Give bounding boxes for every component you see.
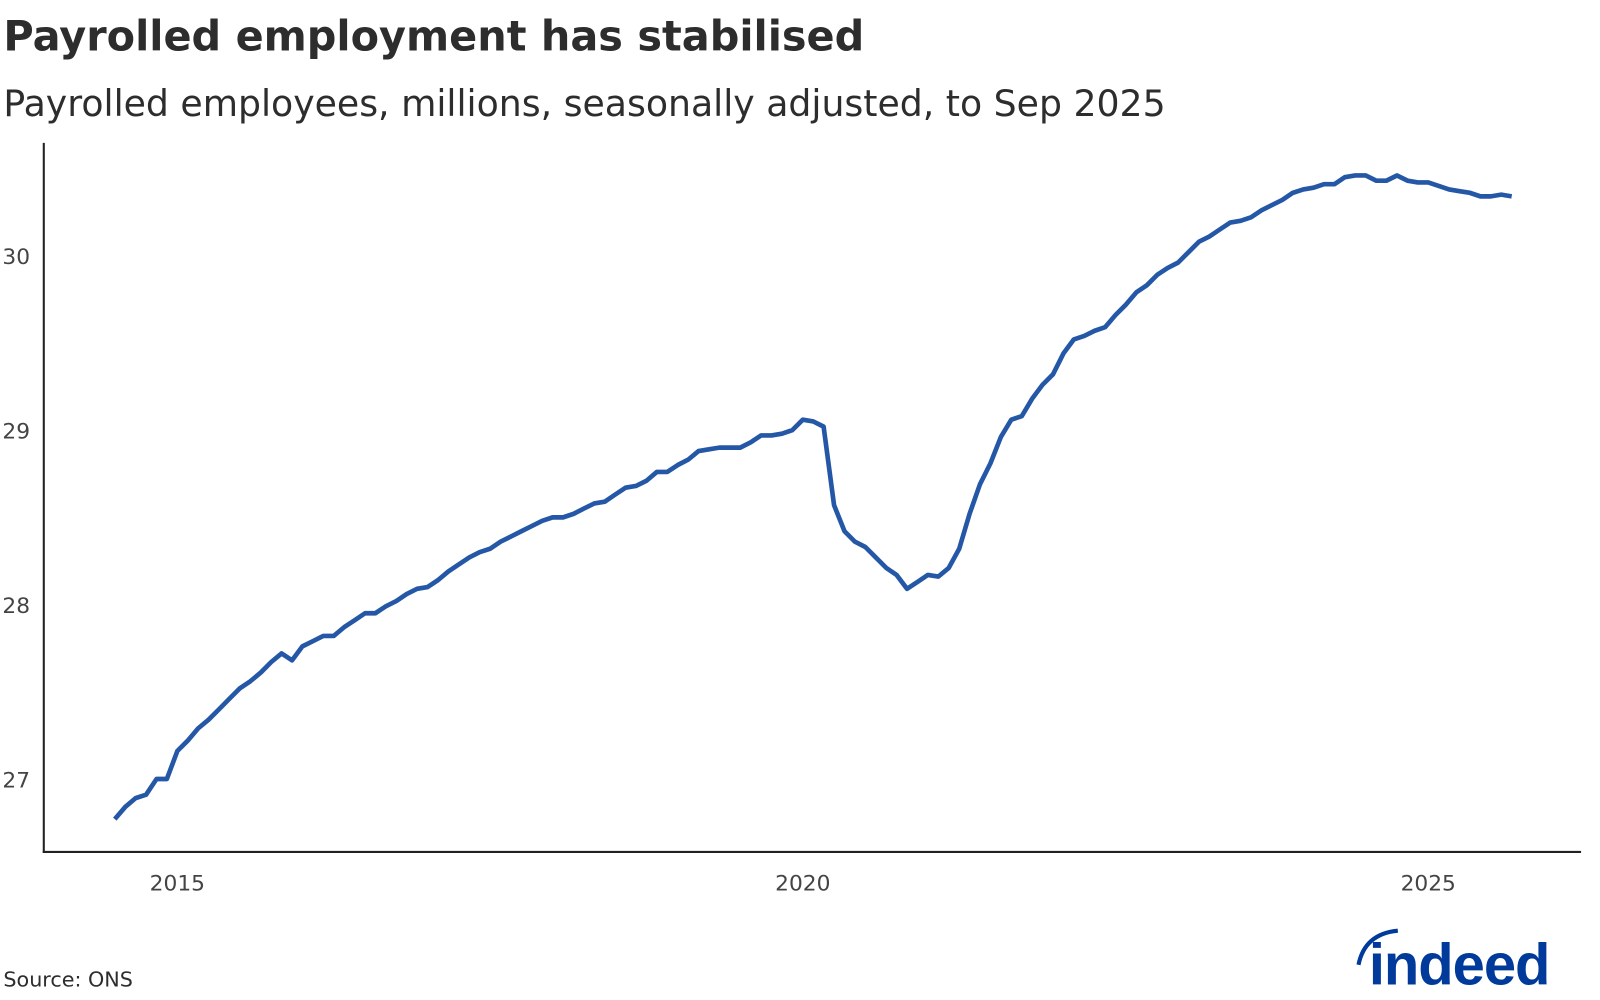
y-tick-label: 27 bbox=[2, 768, 30, 793]
svg-text:indeed: indeed bbox=[1369, 933, 1550, 997]
chart-title: Payrolled employment has stabilised bbox=[3, 13, 864, 61]
y-tick-label: 29 bbox=[2, 419, 30, 444]
source-note: Source: ONS bbox=[3, 968, 133, 992]
series-line bbox=[113, 173, 1513, 821]
y-tick-label: 30 bbox=[2, 245, 30, 270]
x-tick-label: 2020 bbox=[775, 871, 830, 896]
indeed-logo: indeed bbox=[1356, 928, 1550, 997]
y-tick-label: 28 bbox=[2, 594, 30, 619]
x-tick-label: 2025 bbox=[1401, 871, 1456, 896]
logo-arc bbox=[1356, 928, 1399, 966]
x-tick-label: 2015 bbox=[150, 871, 205, 896]
chart-subtitle: Payrolled employees, millions, seasonall… bbox=[3, 82, 1165, 125]
